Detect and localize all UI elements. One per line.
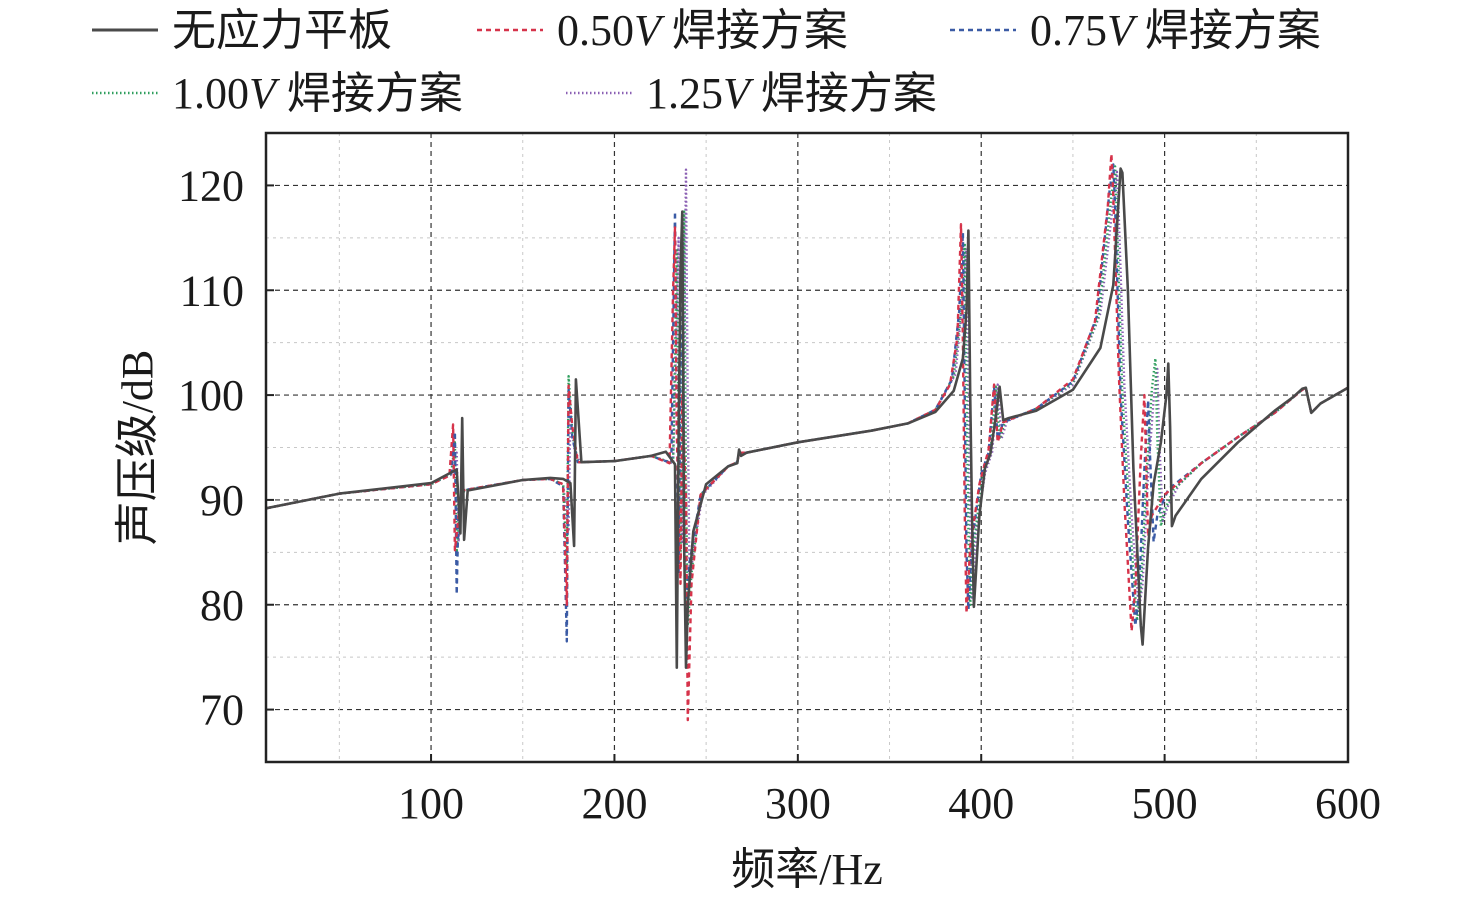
legend-label-variable: V — [634, 6, 666, 55]
legend-label-suffix: 焊接方案 — [1134, 6, 1321, 55]
legend-label-suffix: 焊接方案 — [276, 69, 463, 118]
x-tick-label: 200 — [581, 779, 647, 828]
axis-ticks: 100 200 300 400 500 600 70 80 90 100 110 120 — [178, 161, 1381, 828]
y-axis-title: 声压级/dB — [113, 350, 162, 546]
series-line — [265, 152, 1349, 722]
y-tick-label: 80 — [200, 581, 244, 630]
x-tick-label: 600 — [1315, 779, 1381, 828]
y-tick-label: 110 — [180, 266, 244, 315]
x-tick-label: 100 — [398, 779, 464, 828]
legend-label: 1.25V 焊接方案 — [646, 69, 937, 118]
legend-label-prefix: 1.00 — [172, 69, 249, 118]
legend-label-prefix: 0.50 — [557, 6, 634, 55]
legend-label-suffix: 无应力平板 — [172, 6, 392, 55]
series-line — [265, 163, 1349, 643]
x-axis-title: 频率/Hz — [731, 845, 883, 894]
x-tick-label: 500 — [1132, 779, 1198, 828]
legend-label-suffix: 焊接方案 — [661, 6, 848, 55]
legend-label: 无应力平板 — [172, 6, 392, 55]
series-line — [265, 167, 1349, 669]
legend-label-suffix: 焊接方案 — [750, 69, 937, 118]
legend-label: 1.00V 焊接方案 — [172, 69, 463, 118]
y-tick-label: 70 — [200, 686, 244, 735]
legend-label: 0.75V 焊接方案 — [1030, 6, 1321, 55]
y-tick-label: 100 — [178, 371, 244, 420]
legend-label-prefix: 1.25 — [646, 69, 723, 118]
legend-label-variable: V — [249, 69, 281, 118]
legend-label-variable: V — [723, 69, 755, 118]
plot-area-frame — [264, 131, 1350, 764]
legend-label-variable: V — [1107, 6, 1139, 55]
series-line — [265, 165, 1349, 627]
legend-label-prefix: 0.75 — [1030, 6, 1107, 55]
y-tick-label: 120 — [178, 161, 244, 210]
grid-lines — [266, 133, 1348, 763]
series-lines — [265, 152, 1349, 722]
x-tick-label: 300 — [765, 779, 831, 828]
x-tick-label: 400 — [948, 779, 1014, 828]
y-tick-label: 90 — [200, 476, 244, 525]
series-line — [265, 168, 1349, 612]
legend-label: 0.50V 焊接方案 — [557, 6, 848, 55]
